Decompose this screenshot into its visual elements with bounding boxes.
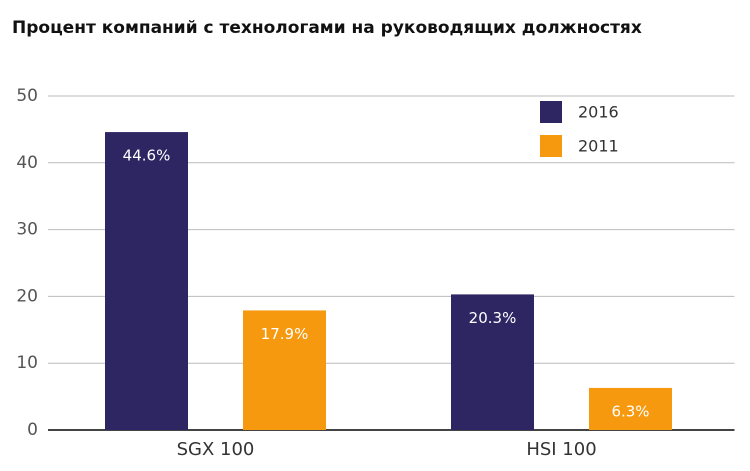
y-tick-label: 50 <box>16 86 38 106</box>
y-tick-label: 20 <box>16 286 38 306</box>
y-tick-label: 40 <box>16 153 38 173</box>
value-label: 44.6% <box>123 147 171 165</box>
value-label: 17.9% <box>261 325 309 343</box>
value-label: 6.3% <box>611 402 649 420</box>
y-tick-label: 10 <box>16 353 38 373</box>
x-tick-label: HSI 100 <box>526 439 596 460</box>
legend-label: 2016 <box>578 103 619 122</box>
bar <box>105 132 188 430</box>
value-label: 20.3% <box>469 309 517 327</box>
bar <box>243 310 326 430</box>
bar <box>589 387 672 430</box>
bar <box>451 294 534 430</box>
x-tick-label: SGX 100 <box>177 439 255 460</box>
legend-swatch <box>540 101 562 123</box>
legend-swatch <box>540 135 562 157</box>
legend-label: 2011 <box>578 137 619 156</box>
y-tick-label: 30 <box>16 220 38 240</box>
chart-title: Процент компаний с технологами на руково… <box>12 18 642 38</box>
y-tick-label: 0 <box>27 420 38 440</box>
